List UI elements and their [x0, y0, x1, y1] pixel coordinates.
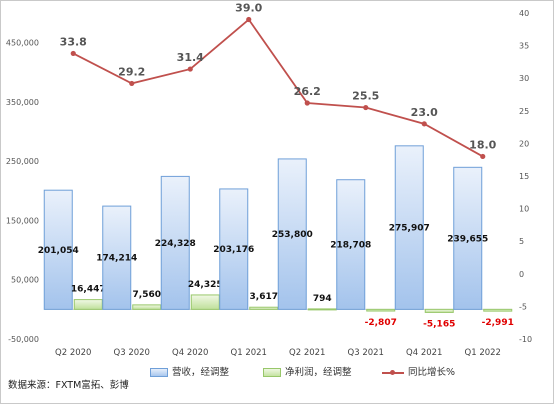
revenue-data-label: 218,708: [330, 241, 371, 251]
net-profit-bar: [366, 308, 396, 312]
yoy-data-label: 33.8: [60, 35, 87, 48]
y-left-tick-label: -50,000: [8, 335, 39, 344]
yoy-data-label: 18.0: [469, 138, 496, 151]
net-profit-bar: [132, 304, 162, 310]
x-tick-label: Q1 2021: [231, 348, 267, 358]
net-profit-bar: [190, 294, 220, 310]
legend-swatch-net-profit: [263, 368, 281, 377]
source-note: 数据来源：FXTM富拓、彭博: [8, 380, 129, 391]
revenue-data-label: 275,907: [389, 224, 430, 234]
revenue-data-label: 224,328: [155, 239, 196, 249]
net-profit-data-label: -5,165: [423, 319, 455, 329]
revenue-bar: [277, 158, 307, 310]
net-profit-data-label: 16,447: [71, 285, 106, 295]
y-right-tick-label: 20: [519, 139, 529, 148]
net-profit-data-label: 7,560: [133, 290, 161, 300]
y-left-tick-label: 250,000: [6, 157, 39, 166]
yoy-data-label: 23.0: [411, 106, 438, 119]
net-profit-bar: [307, 308, 337, 311]
legend-label-net-profit: 净利润，经调整: [285, 367, 352, 378]
y-right-tick-label: -5: [519, 302, 527, 311]
legend-label-revenue: 营收，经调整: [172, 367, 230, 378]
yoy-point: [363, 104, 369, 111]
y-right-tick-label: 15: [519, 172, 529, 181]
yoy-point: [70, 50, 76, 57]
yoy-data-label: 29.2: [118, 65, 145, 78]
x-tick-label: Q3 2020: [114, 348, 150, 358]
chart-legend: 营收，经调整 净利润，经调整 同比增长%: [0, 364, 554, 378]
x-tick-label: Q3 2021: [348, 348, 384, 358]
yoy-growth-line: [72, 18, 484, 158]
revenue-bar: [160, 175, 190, 310]
yoy-point: [480, 153, 486, 160]
y-right-tick-label: 35: [519, 42, 529, 51]
net-profit-bar: [483, 308, 513, 312]
revenue-bar: [394, 145, 424, 310]
x-tick-label: Q4 2021: [406, 348, 442, 358]
yoy-point: [421, 121, 427, 127]
yoy-data-label: 25.5: [352, 90, 379, 103]
revenue-bar: [102, 205, 132, 310]
yoy-point: [304, 100, 310, 106]
legend-item-yoy: 同比增长%: [382, 364, 455, 378]
revenue-data-label: 239,655: [447, 234, 488, 244]
net-profit-bar: [249, 306, 279, 310]
y-right-tick-label: 40: [519, 9, 529, 18]
yoy-data-label: 26.2: [294, 85, 321, 98]
yoy-point: [129, 80, 135, 87]
x-tick-label: Q2 2020: [55, 348, 91, 358]
revenue-data-label: 253,800: [272, 230, 313, 240]
net-profit-bar: [73, 299, 103, 310]
x-tick-label: Q1 2022: [465, 348, 501, 358]
x-tick-label: Q2 2021: [289, 348, 325, 358]
revenue-data-label: 174,214: [96, 254, 137, 264]
y-left-tick-label: 50,000: [11, 276, 39, 285]
yoy-point: [246, 16, 252, 23]
y-left-tick-label: 350,000: [6, 98, 39, 107]
revenue-data-label: 201,054: [38, 246, 79, 256]
y-left-tick-label: 450,000: [6, 39, 39, 48]
net-profit-data-label: 3,617: [250, 292, 278, 302]
revenue-bar: [336, 179, 366, 310]
legend-item-revenue: 营收，经调整: [150, 364, 229, 378]
net-profit-bar: [424, 308, 454, 313]
yoy-data-label: 39.0: [235, 2, 262, 15]
legend-swatch-revenue: [150, 368, 168, 377]
revenue-bar: [43, 189, 73, 310]
net-profit-data-label: 24,325: [188, 280, 223, 290]
net-profit-data-label: 794: [313, 294, 332, 304]
net-profit-data-label: -2,807: [365, 318, 397, 328]
net-profit-data-label: -2,991: [482, 318, 514, 328]
y-right-tick-label: -10: [519, 335, 532, 344]
revenue-bar: [453, 166, 483, 310]
yoy-data-label: 31.4: [177, 51, 204, 64]
y-right-tick-label: 5: [519, 237, 524, 246]
x-tick-label: Q4 2020: [172, 348, 208, 358]
y-right-tick-label: 0: [519, 270, 524, 279]
legend-item-net-profit: 净利润，经调整: [263, 364, 352, 378]
y-right-tick-label: 30: [519, 74, 529, 83]
legend-label-yoy: 同比增长%: [408, 367, 456, 378]
y-left-tick-label: 150,000: [6, 216, 39, 225]
revenue-data-label: 203,176: [213, 245, 254, 255]
legend-swatch-yoy: [382, 369, 404, 377]
y-right-tick-label: 25: [519, 107, 529, 116]
revenue-bar: [219, 188, 249, 310]
y-right-tick-label: 10: [519, 205, 529, 214]
yoy-point: [187, 66, 193, 72]
